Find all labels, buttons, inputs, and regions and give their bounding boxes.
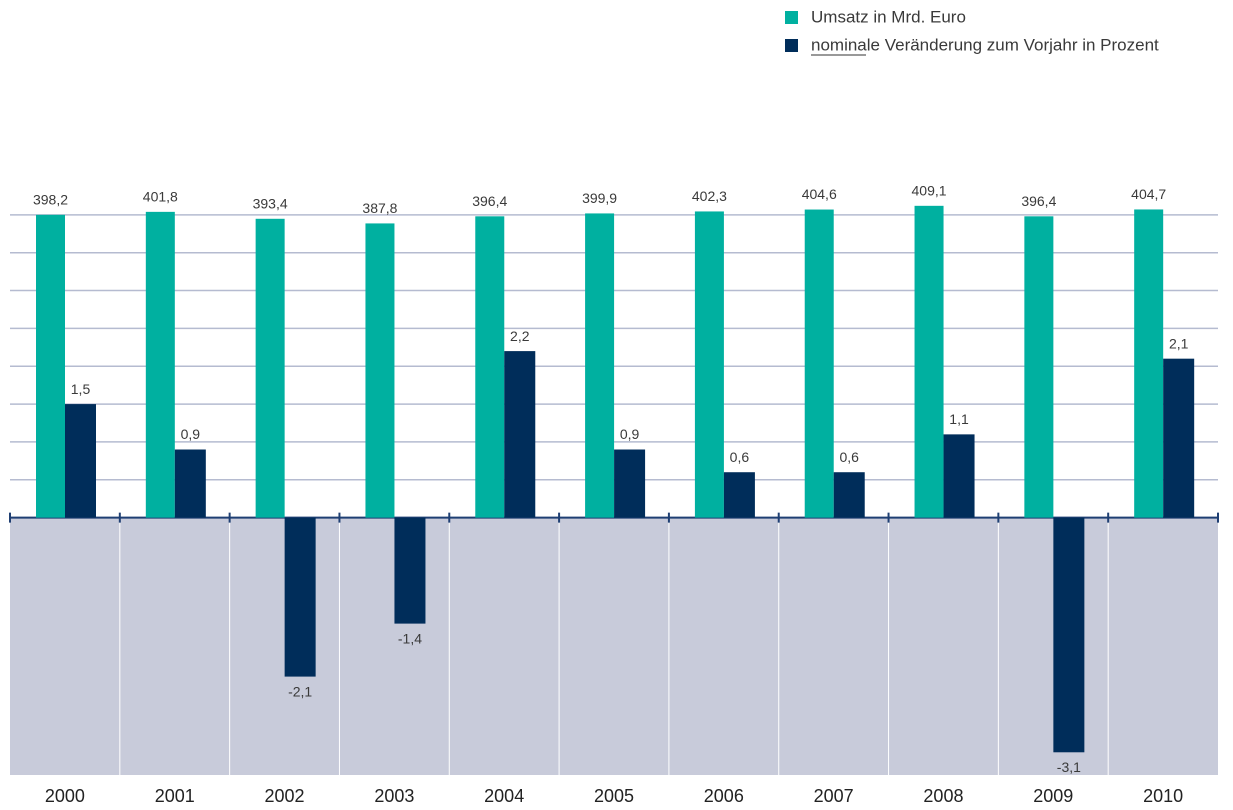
value-label: 399,9 <box>582 190 617 206</box>
negative-area <box>10 517 1218 775</box>
bar <box>723 472 755 518</box>
legend-label: nominale Veränderung zum Vorjahr in Proz… <box>811 35 1159 54</box>
value-label: 393,4 <box>253 195 288 211</box>
bar <box>694 211 724 518</box>
value-label: -3,1 <box>1057 759 1081 775</box>
value-label: 2,2 <box>510 328 530 344</box>
bar <box>365 223 395 518</box>
bar <box>1134 209 1164 518</box>
value-label: 404,6 <box>802 186 837 202</box>
bar <box>36 214 65 518</box>
value-label: 387,8 <box>362 200 397 216</box>
x-tick-label: 2000 <box>45 786 85 806</box>
bar <box>65 404 96 518</box>
value-label: 1,5 <box>71 381 91 397</box>
bar <box>394 517 426 624</box>
value-label: 2,1 <box>1169 335 1189 351</box>
legend-swatch <box>785 11 798 24</box>
value-label: 396,4 <box>472 193 507 209</box>
value-label: 1,1 <box>949 411 969 427</box>
legend-label: Umsatz in Mrd. Euro <box>811 7 966 26</box>
x-tick-label: 2001 <box>155 786 195 806</box>
value-label: 0,9 <box>181 426 201 442</box>
value-label: 0,6 <box>839 449 859 465</box>
x-tick-label: 2010 <box>1143 786 1183 806</box>
bar <box>284 517 316 677</box>
bar <box>1163 358 1195 518</box>
x-tick-label: 2006 <box>704 786 744 806</box>
x-tick-label: 2007 <box>814 786 854 806</box>
value-label: -1,4 <box>398 630 422 646</box>
value-label: -2,1 <box>288 683 312 699</box>
value-label: 402,3 <box>692 188 727 204</box>
value-label: 398,2 <box>33 192 68 208</box>
x-tick-label: 2009 <box>1033 786 1073 806</box>
value-label: 404,7 <box>1131 186 1166 202</box>
value-label: 409,1 <box>912 183 947 199</box>
x-tick-label: 2004 <box>484 786 524 806</box>
bar <box>943 434 975 518</box>
bar <box>174 449 206 518</box>
bar <box>585 213 615 518</box>
x-tick-label: 2005 <box>594 786 634 806</box>
bar <box>914 205 944 518</box>
bar <box>145 211 175 518</box>
value-label: 0,9 <box>620 426 640 442</box>
legend-swatch <box>785 39 798 52</box>
value-label: 401,8 <box>143 189 178 205</box>
value-label: 396,4 <box>1021 193 1056 209</box>
x-tick-label: 2003 <box>374 786 414 806</box>
x-tick-label: 2002 <box>265 786 305 806</box>
bar <box>504 351 536 518</box>
bar <box>804 209 834 518</box>
bar <box>614 449 646 518</box>
value-label: 0,6 <box>730 449 750 465</box>
bar <box>475 216 505 518</box>
bar <box>255 218 285 518</box>
x-tick-label: 2008 <box>923 786 963 806</box>
bar <box>833 472 865 518</box>
bar <box>1024 216 1054 518</box>
bar <box>1053 517 1085 753</box>
